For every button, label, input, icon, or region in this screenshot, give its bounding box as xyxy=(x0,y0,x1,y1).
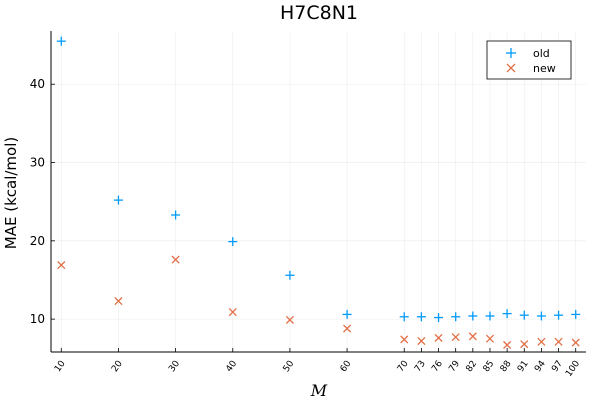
point-new-70 xyxy=(400,335,409,344)
y-tick-label-30: 30 xyxy=(30,156,45,170)
x-tick-label-20: 20 xyxy=(110,359,125,374)
point-new-100 xyxy=(571,338,580,347)
point-new-50 xyxy=(285,315,294,324)
point-new-20 xyxy=(114,297,123,306)
point-old-94 xyxy=(536,311,546,321)
x-tick-label-97: 97 xyxy=(550,359,565,374)
point-new-60 xyxy=(343,324,352,333)
point-old-73 xyxy=(416,312,426,322)
point-new-30 xyxy=(171,255,180,264)
x-tick-label-76: 76 xyxy=(430,359,445,374)
point-new-76 xyxy=(434,333,443,342)
x-tick-label-85: 85 xyxy=(482,359,497,374)
point-old-40 xyxy=(228,237,238,247)
x-tick-label-79: 79 xyxy=(447,359,462,374)
point-new-40 xyxy=(228,308,237,317)
point-old-100 xyxy=(571,309,581,319)
x-tick-label-88: 88 xyxy=(499,359,514,374)
data-marks xyxy=(56,36,581,350)
x-axis-label: M xyxy=(310,381,328,400)
point-new-82 xyxy=(468,332,477,341)
legend-label-old: old xyxy=(533,47,550,60)
x-tick-label-100: 100 xyxy=(564,359,582,379)
x-tick-label-30: 30 xyxy=(167,359,182,374)
x-tick-label-82: 82 xyxy=(465,359,480,374)
x-tick-label-10: 10 xyxy=(53,359,68,374)
point-old-60 xyxy=(342,309,352,319)
legend-marker-new xyxy=(506,63,516,73)
legend-box xyxy=(486,40,572,80)
point-old-91 xyxy=(519,310,529,320)
point-new-79 xyxy=(451,333,460,342)
x-tick-label-94: 94 xyxy=(533,359,548,374)
point-old-79 xyxy=(451,312,461,322)
point-new-73 xyxy=(417,336,426,346)
x-ticks: 10 20 30 40 50 60 70 73 76 79 82 85 88 91 94 97 100 xyxy=(53,348,582,379)
x-tick-label-40: 40 xyxy=(224,359,239,374)
point-new-94 xyxy=(537,337,546,346)
chart-title: H7C8N1 xyxy=(280,2,358,24)
y-axis-label: MAE (kcal/mol) xyxy=(2,137,20,249)
point-new-85 xyxy=(485,334,495,343)
x-tick-label-60: 60 xyxy=(339,359,354,374)
point-old-88 xyxy=(502,309,512,319)
legend-marker-old xyxy=(506,48,516,58)
point-old-20 xyxy=(113,195,123,205)
point-new-91 xyxy=(520,340,529,349)
x-tick-label-70: 70 xyxy=(396,359,411,374)
point-new-10 xyxy=(57,261,66,270)
point-old-10 xyxy=(56,36,66,46)
y-tick-label-10: 10 xyxy=(30,312,45,326)
point-new-88 xyxy=(503,340,512,350)
point-old-30 xyxy=(171,210,181,220)
point-old-70 xyxy=(399,312,409,322)
point-old-76 xyxy=(434,313,444,323)
x-tick-label-73: 73 xyxy=(413,359,428,374)
point-new-97 xyxy=(554,337,563,346)
point-old-50 xyxy=(285,270,295,280)
y-tick-label-40: 40 xyxy=(30,77,45,91)
y-ticks: 10 20 30 40 xyxy=(30,77,55,326)
x-tick-label-50: 50 xyxy=(282,359,297,374)
point-old-82 xyxy=(468,311,478,321)
point-old-85 xyxy=(485,311,495,321)
legend: old new xyxy=(486,40,572,80)
y-tick-label-20: 20 xyxy=(30,234,45,248)
x-tick-label-91: 91 xyxy=(516,359,531,374)
legend-label-new: new xyxy=(533,62,556,75)
point-old-97 xyxy=(554,310,564,320)
grid xyxy=(51,31,586,352)
